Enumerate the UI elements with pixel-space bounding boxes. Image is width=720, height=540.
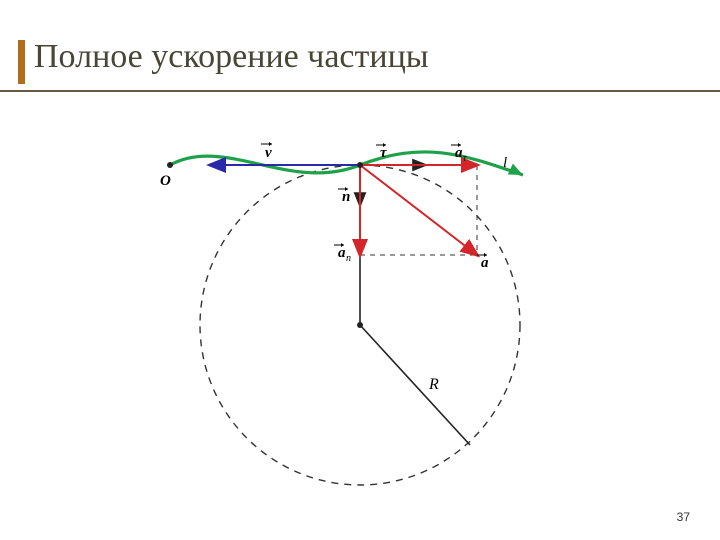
slide-title: Полное ускорение частицы — [34, 38, 429, 76]
slide: Полное ускорение частицы — [0, 0, 720, 540]
svg-text:a: a — [338, 245, 346, 261]
label-R: R — [428, 376, 439, 393]
svg-text:τ: τ — [380, 145, 388, 161]
label-O: O — [160, 173, 171, 189]
svg-text:v: v — [265, 145, 272, 161]
svg-text:n: n — [342, 189, 350, 205]
label-a-n: a n — [334, 243, 351, 264]
point-particle — [357, 162, 363, 168]
svg-text:n: n — [346, 253, 351, 264]
point-O — [167, 162, 173, 168]
title-underline — [0, 90, 720, 92]
label-n: n — [338, 187, 350, 205]
a-total-vector — [360, 165, 477, 255]
svg-text:a: a — [481, 255, 489, 271]
label-a: a — [477, 253, 489, 271]
point-center — [357, 322, 363, 328]
acceleration-diagram: O v τ n a τ a n — [115, 125, 605, 495]
page-number: 37 — [677, 510, 690, 524]
svg-text:τ: τ — [463, 153, 467, 164]
trajectory-curve — [170, 152, 523, 175]
label-v: v — [261, 142, 272, 161]
svg-text:a: a — [455, 145, 463, 161]
label-l: l — [503, 155, 507, 171]
accent-bar — [18, 40, 25, 84]
radius-line — [360, 325, 470, 445]
